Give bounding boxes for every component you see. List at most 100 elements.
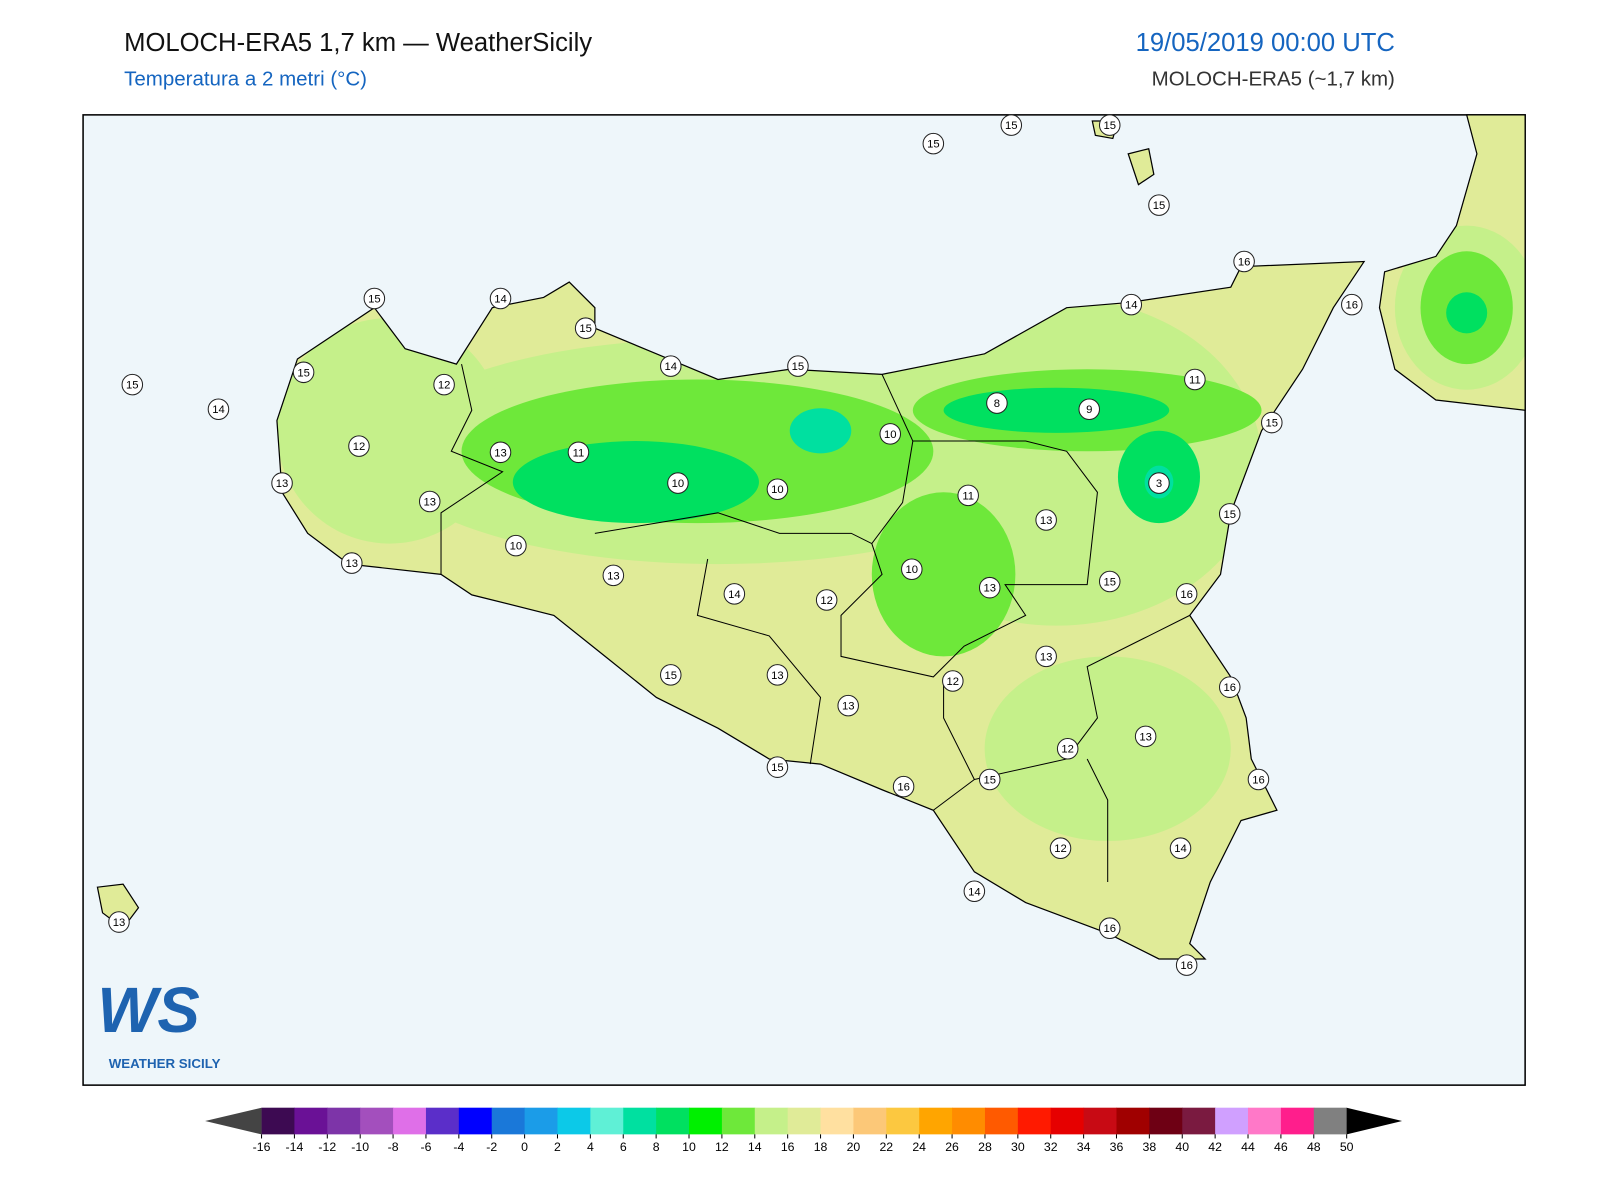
subtitle: Temperatura a 2 metri (°C) xyxy=(124,67,367,90)
station-value: 13 xyxy=(607,570,620,582)
station-marker xyxy=(879,423,902,445)
station: 12 xyxy=(348,435,370,457)
station-marker xyxy=(1035,509,1057,531)
station-marker xyxy=(1035,645,1057,668)
station-value: 16 xyxy=(1252,774,1265,786)
colorbar-segment xyxy=(1116,1107,1150,1135)
station-value: 16 xyxy=(1180,589,1193,601)
station: 14 xyxy=(1169,837,1192,859)
colorbar-tick-label: 6 xyxy=(620,1140,627,1154)
station-value: 13 xyxy=(1040,651,1053,663)
station: 11 xyxy=(1184,368,1206,391)
station-value: 15 xyxy=(579,323,592,335)
station-value: 15 xyxy=(1103,120,1116,132)
colorbar-tick-label: 50 xyxy=(1340,1140,1354,1154)
station-value: 15 xyxy=(1266,418,1279,430)
colorbar-segment xyxy=(1313,1107,1348,1135)
station: 13 xyxy=(766,664,789,686)
colorbar-tick-label: 40 xyxy=(1175,1140,1189,1154)
station-value: 10 xyxy=(884,429,897,441)
colorbar-tick-label: -6 xyxy=(420,1140,431,1154)
colorbar-tick-label: 24 xyxy=(912,1140,926,1154)
station-marker xyxy=(957,484,979,507)
station-value: 14 xyxy=(1125,300,1138,312)
station-marker xyxy=(963,880,986,903)
colorbar-segment xyxy=(393,1107,427,1135)
station: 13 xyxy=(602,564,625,587)
station-value: 15 xyxy=(1153,200,1166,212)
station: 14 xyxy=(489,287,512,310)
station: 13 xyxy=(418,490,441,513)
station: 16 xyxy=(1175,583,1198,605)
colorbar-tick-label: 0 xyxy=(521,1140,528,1154)
station: 3 xyxy=(1148,472,1170,494)
station-value: 14 xyxy=(665,361,678,373)
station: 15 xyxy=(121,373,144,396)
station: 15 xyxy=(1000,114,1023,136)
station: 15 xyxy=(1098,570,1121,593)
colorbar-tick-label: -16 xyxy=(253,1140,271,1154)
station-value: 10 xyxy=(906,564,919,576)
station-value: 16 xyxy=(897,782,910,794)
station-marker xyxy=(837,694,859,717)
colorbar-under xyxy=(205,1107,262,1135)
colorbar-tick-label: -8 xyxy=(388,1140,399,1154)
colorbar-tick-label: -14 xyxy=(286,1140,304,1154)
station-value: 13 xyxy=(1040,515,1053,527)
station-value: 15 xyxy=(1103,577,1116,589)
station: 15 xyxy=(978,768,1001,791)
station-value: 16 xyxy=(1238,257,1251,269)
station-marker xyxy=(766,478,789,500)
station-value: 13 xyxy=(1139,731,1152,743)
station-value: 12 xyxy=(947,676,960,688)
station-marker xyxy=(1218,503,1241,525)
station-value: 15 xyxy=(297,367,310,379)
station-value: 12 xyxy=(438,380,451,392)
station: 8 xyxy=(986,392,1008,414)
station: 10 xyxy=(901,558,923,580)
colorbar-tick-label: -2 xyxy=(486,1140,497,1154)
station: 13 xyxy=(1134,725,1157,748)
station: 10 xyxy=(667,472,689,494)
station: 13 xyxy=(1035,509,1057,531)
station-marker xyxy=(1078,398,1100,420)
station-marker xyxy=(207,398,230,420)
station-value: 15 xyxy=(1005,120,1018,132)
station-value: 15 xyxy=(1223,509,1236,521)
station-marker xyxy=(1120,293,1143,316)
station-marker xyxy=(1098,570,1121,593)
station-value: 15 xyxy=(792,361,805,373)
station-value: 16 xyxy=(1223,682,1236,694)
station: 16 xyxy=(1098,917,1121,939)
station-value: 10 xyxy=(672,478,685,490)
station-value: 12 xyxy=(1061,744,1074,756)
station-marker xyxy=(1148,472,1170,494)
station-value: 13 xyxy=(842,701,855,713)
station: 14 xyxy=(207,398,230,420)
station: 15 xyxy=(1098,114,1121,136)
station-marker xyxy=(108,911,130,933)
station-marker xyxy=(660,664,682,686)
station-marker xyxy=(1169,837,1192,859)
station-value: 13 xyxy=(276,478,289,490)
station-marker xyxy=(489,287,512,310)
station: 16 xyxy=(892,775,915,798)
logo-name: WEATHER SICILY xyxy=(109,1056,221,1071)
colorbar-segment xyxy=(1215,1107,1249,1135)
colorbar-segment xyxy=(721,1107,756,1135)
station-value: 3 xyxy=(1156,478,1162,490)
colorbar-tick-label: 8 xyxy=(653,1140,660,1154)
station: 16 xyxy=(1341,293,1363,316)
station: 15 xyxy=(363,287,386,310)
station: 11 xyxy=(957,484,979,507)
station-marker xyxy=(978,576,1001,599)
station-marker xyxy=(815,589,838,611)
station: 15 xyxy=(1218,503,1241,525)
colorbar-tick-label: -12 xyxy=(318,1140,336,1154)
station-value: 15 xyxy=(126,380,139,392)
station: 12 xyxy=(815,589,838,611)
station-marker xyxy=(892,775,915,798)
colorbar-tick-label: 14 xyxy=(748,1140,762,1154)
colorbar-segment xyxy=(327,1107,361,1135)
colorbar-segment xyxy=(984,1107,1019,1135)
